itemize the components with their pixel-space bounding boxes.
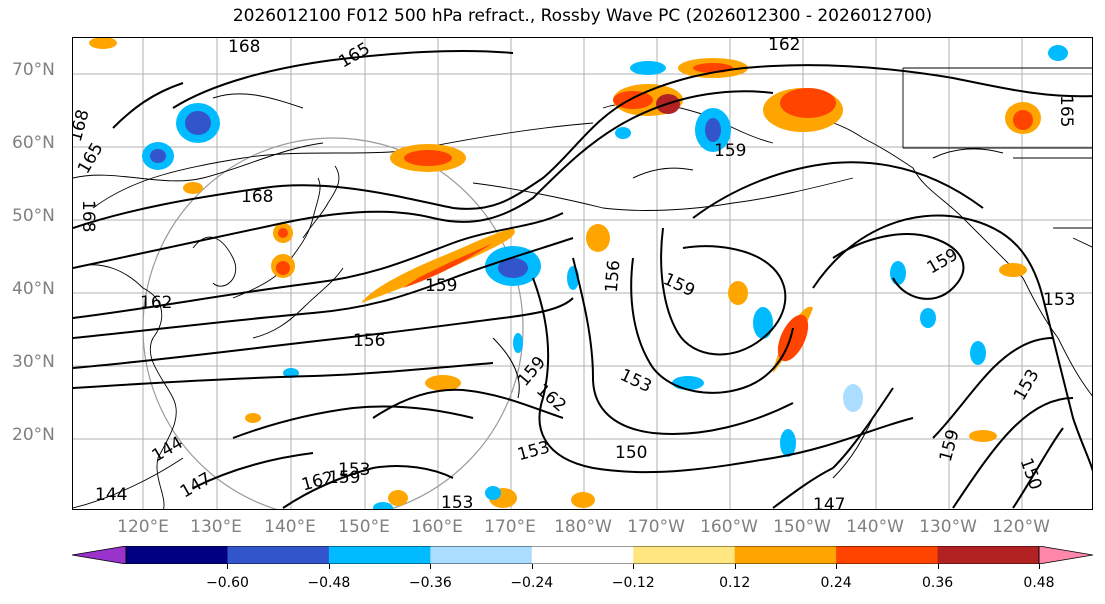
contour-label: 153 bbox=[338, 460, 370, 480]
colorbar-tick-label: −0.48 bbox=[307, 575, 351, 591]
lon-label-140w: 140°W bbox=[846, 517, 904, 537]
lat-label-60n: 60°N bbox=[12, 133, 55, 153]
contour-label: 165 bbox=[1056, 95, 1076, 127]
shaded-anomalies bbox=[89, 38, 1068, 509]
colorbar-tick-label: 0.48 bbox=[1023, 575, 1055, 591]
lon-label-130w: 130°W bbox=[919, 517, 977, 537]
colorbar-tick-mark bbox=[836, 564, 838, 569]
colorbar-extend-low bbox=[72, 546, 127, 564]
colorbar-tick-mark bbox=[633, 564, 635, 569]
colorbar-tick-label: −0.12 bbox=[611, 575, 655, 591]
map-canvas: 168 165 162 168 165 168 168 162 159 156 … bbox=[73, 38, 1092, 510]
lon-label-120e: 120°E bbox=[117, 517, 169, 537]
map-panel: 168 165 162 168 165 168 168 162 159 156 … bbox=[72, 37, 1093, 510]
colorbar-segments bbox=[72, 546, 1093, 564]
lon-label-150e: 150°E bbox=[338, 517, 390, 537]
contour-label: 168 bbox=[78, 200, 98, 232]
colorbar-tick-mark bbox=[1039, 564, 1040, 569]
contour-label: 153 bbox=[1010, 366, 1044, 404]
colorbar-tick-label: 0.24 bbox=[820, 575, 852, 591]
lon-label-150w: 150°W bbox=[773, 517, 831, 537]
contour-label: 144 bbox=[95, 485, 127, 505]
contour-label: 168 bbox=[73, 107, 94, 144]
colorbar-segment bbox=[430, 546, 533, 564]
lat-label-40n: 40°N bbox=[12, 279, 55, 299]
colorbar-tick-mark bbox=[430, 564, 432, 569]
lon-label-120w: 120°W bbox=[992, 517, 1050, 537]
map-title: 2026012100 F012 500 hPa refract., Rossby… bbox=[232, 6, 933, 26]
colorbar-segment bbox=[328, 546, 431, 564]
contour-label: 162 bbox=[140, 293, 172, 313]
contour-label: 156 bbox=[353, 331, 385, 351]
colorbar-tick-mark bbox=[227, 564, 229, 569]
graticule bbox=[73, 38, 1092, 509]
lat-label-70n: 70°N bbox=[12, 60, 55, 80]
colorbar-tick-label: 0.12 bbox=[719, 575, 751, 591]
contour-label: 150 bbox=[615, 443, 647, 463]
lon-label-170e: 170°E bbox=[484, 517, 536, 537]
contour-label: 153 bbox=[1043, 290, 1075, 310]
contour-label: 165 bbox=[336, 39, 374, 73]
contour-label: 159 bbox=[936, 427, 964, 464]
colorbar-tick-mark bbox=[734, 564, 736, 569]
colorbar-segment bbox=[937, 546, 1040, 564]
contour-label: 165 bbox=[74, 139, 108, 177]
colorbar-segment bbox=[126, 546, 228, 564]
colorbar-segment bbox=[734, 546, 837, 564]
contour-label: 153 bbox=[617, 365, 655, 397]
lon-label-160e: 160°E bbox=[411, 517, 463, 537]
contour-label: 147 bbox=[177, 469, 215, 503]
colorbar-tick-label: −0.24 bbox=[510, 575, 554, 591]
lon-label-180w: 180°W bbox=[554, 517, 612, 537]
contour-label: 156 bbox=[602, 259, 625, 293]
lon-label-170w: 170°W bbox=[627, 517, 685, 537]
colorbar-tick-label: −0.60 bbox=[205, 575, 249, 591]
contour-label: 168 bbox=[228, 38, 260, 57]
contour-label: 144 bbox=[149, 433, 187, 467]
contour-label: 159 bbox=[714, 141, 746, 161]
contour-label: 159 bbox=[328, 468, 360, 488]
contour-label: 159 bbox=[425, 276, 457, 296]
contour-label: 162 bbox=[768, 38, 800, 55]
contour-label: 153 bbox=[441, 493, 473, 510]
colorbar-tick-mark bbox=[328, 564, 330, 569]
colorbar-segment bbox=[531, 546, 634, 564]
contour-label: 153 bbox=[515, 437, 552, 465]
lat-label-30n: 30°N bbox=[12, 352, 55, 372]
contour-label: 168 bbox=[241, 187, 273, 207]
colorbar-tick-label: 0.36 bbox=[921, 575, 954, 591]
lon-label-140e: 140°E bbox=[264, 517, 316, 537]
lon-label-130e: 130°E bbox=[190, 517, 242, 537]
colorbar-segment bbox=[227, 546, 330, 564]
contour-label: 147 bbox=[813, 495, 845, 510]
lat-label-50n: 50°N bbox=[12, 206, 55, 226]
colorbar-segment bbox=[633, 546, 736, 564]
contour-label: 162 bbox=[532, 380, 570, 416]
lat-label-20n: 20°N bbox=[12, 425, 55, 445]
height-contours bbox=[73, 49, 1092, 509]
colorbar-tick-mark bbox=[937, 564, 939, 569]
colorbar bbox=[72, 546, 1093, 564]
great-circle bbox=[142, 137, 524, 509]
colorbar-border bbox=[125, 546, 1040, 564]
colorbar-tick-label: −0.36 bbox=[408, 575, 452, 591]
lon-label-160w: 160°W bbox=[700, 517, 758, 537]
colorbar-extend-high bbox=[1038, 546, 1093, 564]
thin-contours bbox=[73, 93, 1004, 479]
colorbar-segment bbox=[836, 546, 939, 564]
colorbar-tick-mark bbox=[531, 564, 533, 569]
